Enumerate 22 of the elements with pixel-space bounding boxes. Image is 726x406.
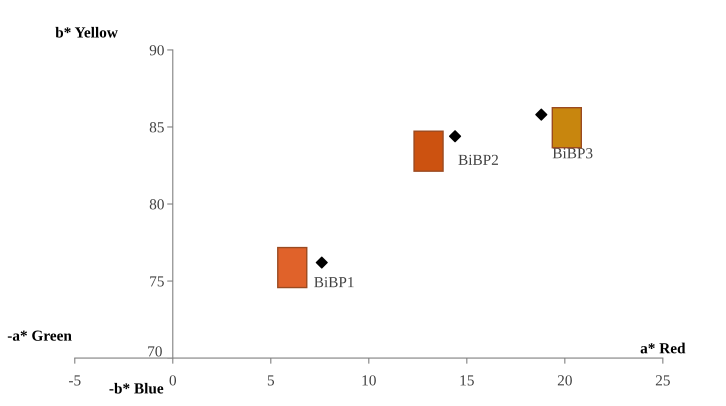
y-tick-label: 80 — [150, 199, 164, 210]
y-axis-title: b* Yellow — [55, 26, 118, 38]
y-tick-label: 90 — [150, 45, 164, 56]
annotation: BiBP2 — [458, 154, 498, 165]
x-tick-label: 0 — [170, 375, 176, 386]
x-tick-label: 15 — [460, 375, 474, 386]
point — [316, 256, 328, 269]
x-tick-label: 20 — [558, 375, 572, 386]
y-tick-label: 70 — [148, 346, 162, 357]
text: -a* Green — [8, 330, 72, 341]
x-tick-label: 10 — [362, 375, 376, 386]
annotation: BiBP1 — [314, 277, 354, 288]
x-tick-label: 5 — [268, 375, 274, 386]
y-tick-label: 85 — [150, 122, 164, 132]
y-tick-label: 75 — [150, 276, 164, 287]
x-tick-label: -5 — [68, 375, 81, 386]
text: -b* Blue — [109, 382, 164, 394]
x-axis-title: a* Red — [640, 342, 686, 354]
point — [535, 108, 548, 121]
point — [448, 130, 462, 142]
annotation: BiBP3 — [552, 148, 592, 158]
x-tick-label: 25 — [656, 375, 670, 386]
